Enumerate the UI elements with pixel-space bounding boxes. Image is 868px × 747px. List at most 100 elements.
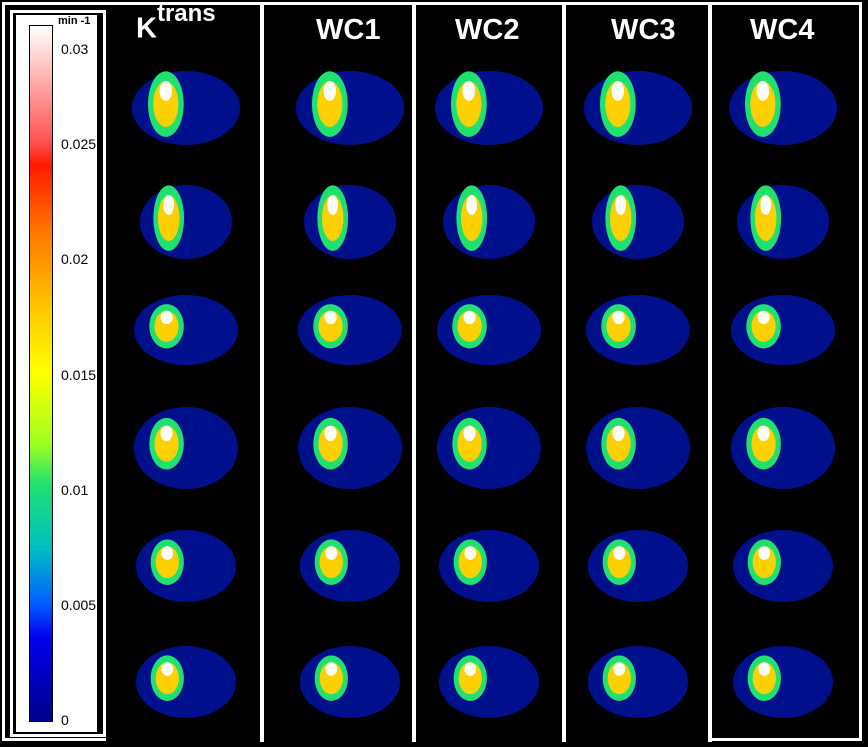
lesion-core [758,662,771,676]
lesion-mid [154,310,179,342]
lesion-mid [321,195,344,242]
lesion-mid [605,81,631,128]
lesion-core [613,662,626,676]
colorbar-tick-0.01: 0.01 [61,482,89,498]
lesion-mid [460,195,483,242]
colorbar-tick-0: 0 [61,712,69,728]
lesion-core [611,81,625,101]
lesion-core [462,81,476,101]
brain-slice-col2-row6 [300,646,400,718]
lesion-core [466,195,478,215]
brain-slice-col2-row4 [298,407,402,489]
brain-slice-col2-row3 [298,295,402,365]
colorbar-gradient [29,25,53,722]
lesion-mid [155,662,179,695]
colorbar-unit: min -1 [58,15,91,27]
colorbar-tick-0.02: 0.02 [61,251,89,267]
column-title-wc2: WC2 [455,14,520,46]
lesion-mid [319,662,343,695]
lesion-mid [318,425,343,462]
lesion-mid [752,662,776,695]
lesion-mid [456,81,482,128]
lesion-core [463,310,476,325]
lesion-core [159,81,173,101]
brain-slice-col1-row4 [134,407,238,489]
lesion-mid [458,662,482,695]
lesion-mid [457,425,482,462]
lesion-mid [157,195,180,242]
brain-slice-col4-row4 [586,407,690,489]
lesion-core [161,546,174,560]
brain-slice-col5-row5 [733,530,833,602]
lesion-mid [606,310,631,342]
lesion-mid [751,310,776,342]
lesion-mid [457,310,482,342]
brain-slice-col2-row1 [296,71,404,145]
lesion-mid [154,425,179,462]
lesion-mid [458,546,482,579]
lesion-mid [609,195,632,242]
column-title-wc3: WC3 [611,14,676,46]
lesion-core [760,195,772,215]
brain-slice-col5-row3 [731,295,835,365]
lesion-mid [319,546,343,579]
brain-slice-col2-row5 [300,530,400,602]
brain-slice-col5-row4 [731,407,835,489]
brain-slice-col4-row3 [586,295,690,365]
lesion-core [323,81,337,101]
colorbar-tick-0.03: 0.03 [61,41,89,57]
lesion-core [163,195,175,215]
brain-slice-col3-row5 [439,530,539,602]
brain-slice-col1-row1 [132,71,240,145]
lesion-core [464,662,477,676]
colorbar-tick-0.025: 0.025 [61,136,97,152]
lesion-core [756,81,770,101]
lesion-core [613,546,626,560]
lesion-core [324,425,337,442]
brain-slice-col1-row2 [140,185,232,259]
lesion-mid [153,81,179,128]
brain-slice-col3-row3 [437,295,541,365]
colorbar: min -1 0.03 0.025 0.02 0.015 0.01 0.005 … [15,14,98,733]
brain-slice-col1-row3 [134,295,238,365]
lesion-core [612,310,625,325]
column-title-wc4: WC4 [750,14,815,46]
lesion-core [325,662,338,676]
lesion-mid [607,662,631,695]
lesion-mid [607,546,631,579]
lesion-core [757,425,770,442]
lesion-mid [317,81,343,128]
brain-slice-col1-row6 [136,646,236,718]
brain-slice-col2-row2 [304,185,396,259]
lesion-core [160,425,173,442]
lesion-core [464,546,477,560]
column-title-wc1: WC1 [316,14,381,46]
brain-slice-col3-row6 [439,646,539,718]
lesion-mid [752,546,776,579]
brain-slice-col4-row6 [588,646,688,718]
lesion-core [612,425,625,442]
brain-slice-col3-row4 [437,407,541,489]
lesion-mid [754,195,777,242]
lesion-core [757,310,770,325]
colorbar-tick-0.015: 0.015 [61,367,97,383]
brain-slice-col5-row2 [737,185,829,259]
column-title-ktrans: Ktrans [136,0,216,45]
lesion-mid [155,546,179,579]
lesion-core [325,546,338,560]
lesion-core [463,425,476,442]
lesion-core [324,310,337,325]
colorbar-tick-0.005: 0.005 [61,597,97,613]
lesion-mid [750,81,776,128]
brain-slice-col5-row1 [729,71,837,145]
lesion-mid [751,425,776,462]
lesion-core [161,662,174,676]
brain-slice-col5-row6 [733,646,833,718]
brain-slice-col4-row2 [592,185,684,259]
brain-slice-col1-row5 [136,530,236,602]
lesion-core [327,195,339,215]
lesion-mid [606,425,631,462]
brain-slice-col4-row1 [584,71,692,145]
lesion-core [758,546,771,560]
lesion-core [615,195,627,215]
